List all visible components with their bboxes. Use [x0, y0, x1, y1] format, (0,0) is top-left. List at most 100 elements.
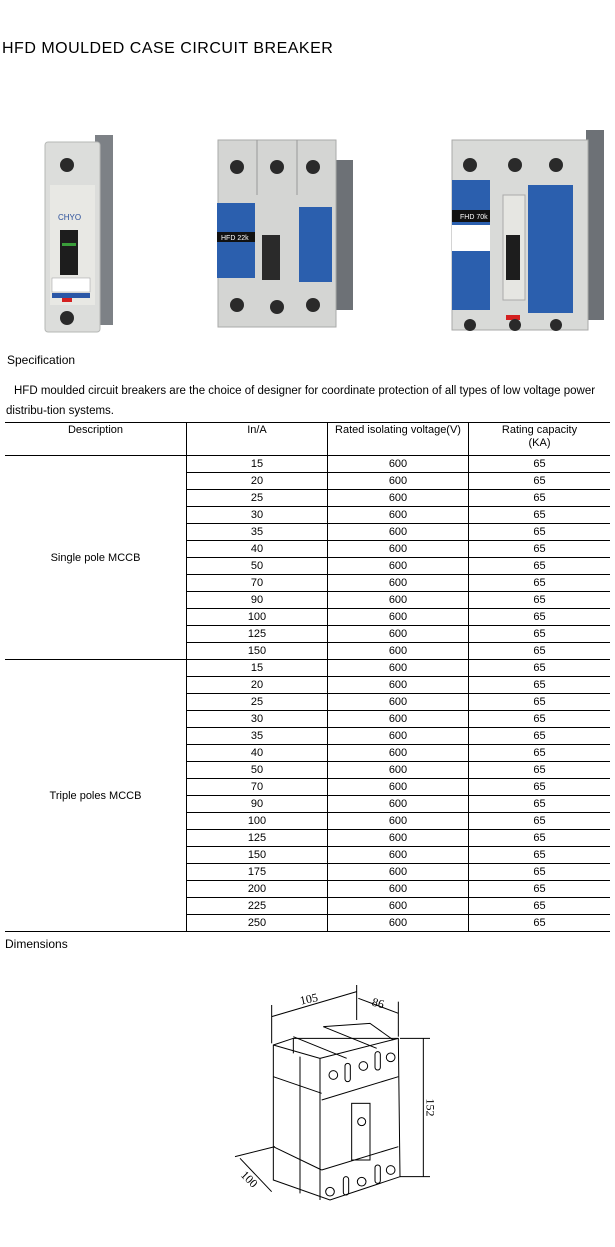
- voltage-cell: 600: [327, 676, 469, 694]
- voltage-cell: 600: [327, 897, 469, 915]
- table-row: 250 600 65: [5, 914, 610, 932]
- table-row: 40 600 65: [5, 540, 610, 558]
- voltage-cell: 600: [327, 863, 469, 881]
- column-header-description: Description: [5, 422, 187, 456]
- capacity-cell: 65: [468, 829, 610, 847]
- capacity-cell: 65: [468, 625, 610, 643]
- voltage-cell: 600: [327, 914, 469, 932]
- table-row: 70 600 65: [5, 574, 610, 592]
- current-cell: 100: [186, 608, 328, 626]
- capacity-cell: 65: [468, 812, 610, 830]
- capacity-cell: 65: [468, 472, 610, 490]
- current-cell: 125: [186, 829, 328, 847]
- table-row: 200 600 65: [5, 880, 610, 898]
- voltage-cell: 600: [327, 540, 469, 558]
- table-row: 70 600 65: [5, 778, 610, 796]
- table-row: 50 600 65: [5, 761, 610, 779]
- current-cell: 20: [186, 472, 328, 490]
- current-cell: 125: [186, 625, 328, 643]
- voltage-cell: 600: [327, 625, 469, 643]
- current-cell: 200: [186, 880, 328, 898]
- current-cell: 70: [186, 574, 328, 592]
- specification-heading: Specification: [7, 353, 76, 367]
- table-row: 25 600 65: [5, 693, 610, 711]
- table-header-row: Description In/A Rated isolating voltage…: [5, 422, 610, 456]
- table-row: 100 600 65: [5, 608, 610, 626]
- current-cell: 35: [186, 523, 328, 541]
- voltage-cell: 600: [327, 608, 469, 626]
- dimension-drawing: [234, 985, 430, 1201]
- current-cell: 70: [186, 778, 328, 796]
- capacity-cell: 65: [468, 608, 610, 626]
- product-image-triple-pole-hfd: HFD 22k: [217, 139, 353, 328]
- voltage-cell: 600: [327, 523, 469, 541]
- table-row: Single pole MCCB 15 600 65: [5, 455, 610, 660]
- capacity-cell: 65: [468, 727, 610, 745]
- svg-text:FHD 70k: FHD 70k: [460, 214, 488, 221]
- table-row: 30 600 65: [5, 710, 610, 728]
- dimensions-heading: Dimensions: [5, 937, 68, 951]
- voltage-cell: 600: [327, 659, 469, 677]
- column-header-voltage: Rated isolating voltage(V): [327, 422, 469, 456]
- svg-text:CHYO: CHYO: [58, 213, 81, 222]
- voltage-cell: 600: [327, 455, 469, 473]
- table-row: 125 600 65: [5, 829, 610, 847]
- voltage-cell: 600: [327, 489, 469, 507]
- voltage-cell: 600: [327, 693, 469, 711]
- capacity-cell: 65: [468, 795, 610, 813]
- capacity-cell: 65: [468, 523, 610, 541]
- capacity-cell: 65: [468, 506, 610, 524]
- capacity-cell: 65: [468, 693, 610, 711]
- capacity-cell: 65: [468, 897, 610, 915]
- capacity-cell: 65: [468, 778, 610, 796]
- capacity-cell: 65: [468, 846, 610, 864]
- table-row: 150 600 65: [5, 846, 610, 864]
- capacity-cell: 65: [468, 914, 610, 932]
- current-cell: 50: [186, 761, 328, 779]
- current-cell: 100: [186, 812, 328, 830]
- table-row: 20 600 65: [5, 676, 610, 694]
- table-row: Triple poles MCCB 15 600 65: [5, 659, 610, 932]
- voltage-cell: 600: [327, 727, 469, 745]
- voltage-cell: 600: [327, 472, 469, 490]
- capacity-cell: 65: [468, 642, 610, 660]
- voltage-cell: 600: [327, 761, 469, 779]
- voltage-cell: 600: [327, 591, 469, 609]
- capacity-cell: 65: [468, 659, 610, 677]
- voltage-cell: 600: [327, 574, 469, 592]
- capacity-cell: 65: [468, 557, 610, 575]
- dimension-height-label: 152: [423, 1098, 438, 1117]
- table-row: 20 600 65: [5, 472, 610, 490]
- current-cell: 175: [186, 863, 328, 881]
- page-title: HFD MOULDED CASE CIRCUIT BREAKER: [2, 40, 334, 57]
- capacity-cell: 65: [468, 880, 610, 898]
- table-row: 35 600 65: [5, 727, 610, 745]
- table-row: 30 600 65: [5, 506, 610, 524]
- table-row: 225 600 65: [5, 897, 610, 915]
- voltage-cell: 600: [327, 710, 469, 728]
- specification-intro: HFD moulded circuit breakers are the cho…: [6, 385, 596, 417]
- voltage-cell: 600: [327, 506, 469, 524]
- table-row: 100 600 65: [5, 812, 610, 830]
- capacity-cell: 65: [468, 455, 610, 473]
- column-header-capacity: Rating capacity (KA): [468, 422, 610, 456]
- voltage-cell: 600: [327, 557, 469, 575]
- capacity-cell: 65: [468, 761, 610, 779]
- current-cell: 20: [186, 676, 328, 694]
- current-cell: 15: [186, 659, 328, 677]
- current-cell: 30: [186, 506, 328, 524]
- current-cell: 50: [186, 557, 328, 575]
- voltage-cell: 600: [327, 744, 469, 762]
- column-header-current: In/A: [186, 422, 328, 456]
- current-cell: 15: [186, 455, 328, 473]
- capacity-cell: 65: [468, 574, 610, 592]
- table-row: 35 600 65: [5, 523, 610, 541]
- product-image-triple-pole-fhd: FHD 70k: [451, 130, 604, 331]
- table-row: 90 600 65: [5, 795, 610, 813]
- specification-table: Description In/A Rated isolating voltage…: [5, 422, 610, 932]
- table-row: 150 600 65: [5, 642, 610, 660]
- current-cell: 25: [186, 489, 328, 507]
- voltage-cell: 600: [327, 795, 469, 813]
- capacity-cell: 65: [468, 744, 610, 762]
- capacity-cell: 65: [468, 710, 610, 728]
